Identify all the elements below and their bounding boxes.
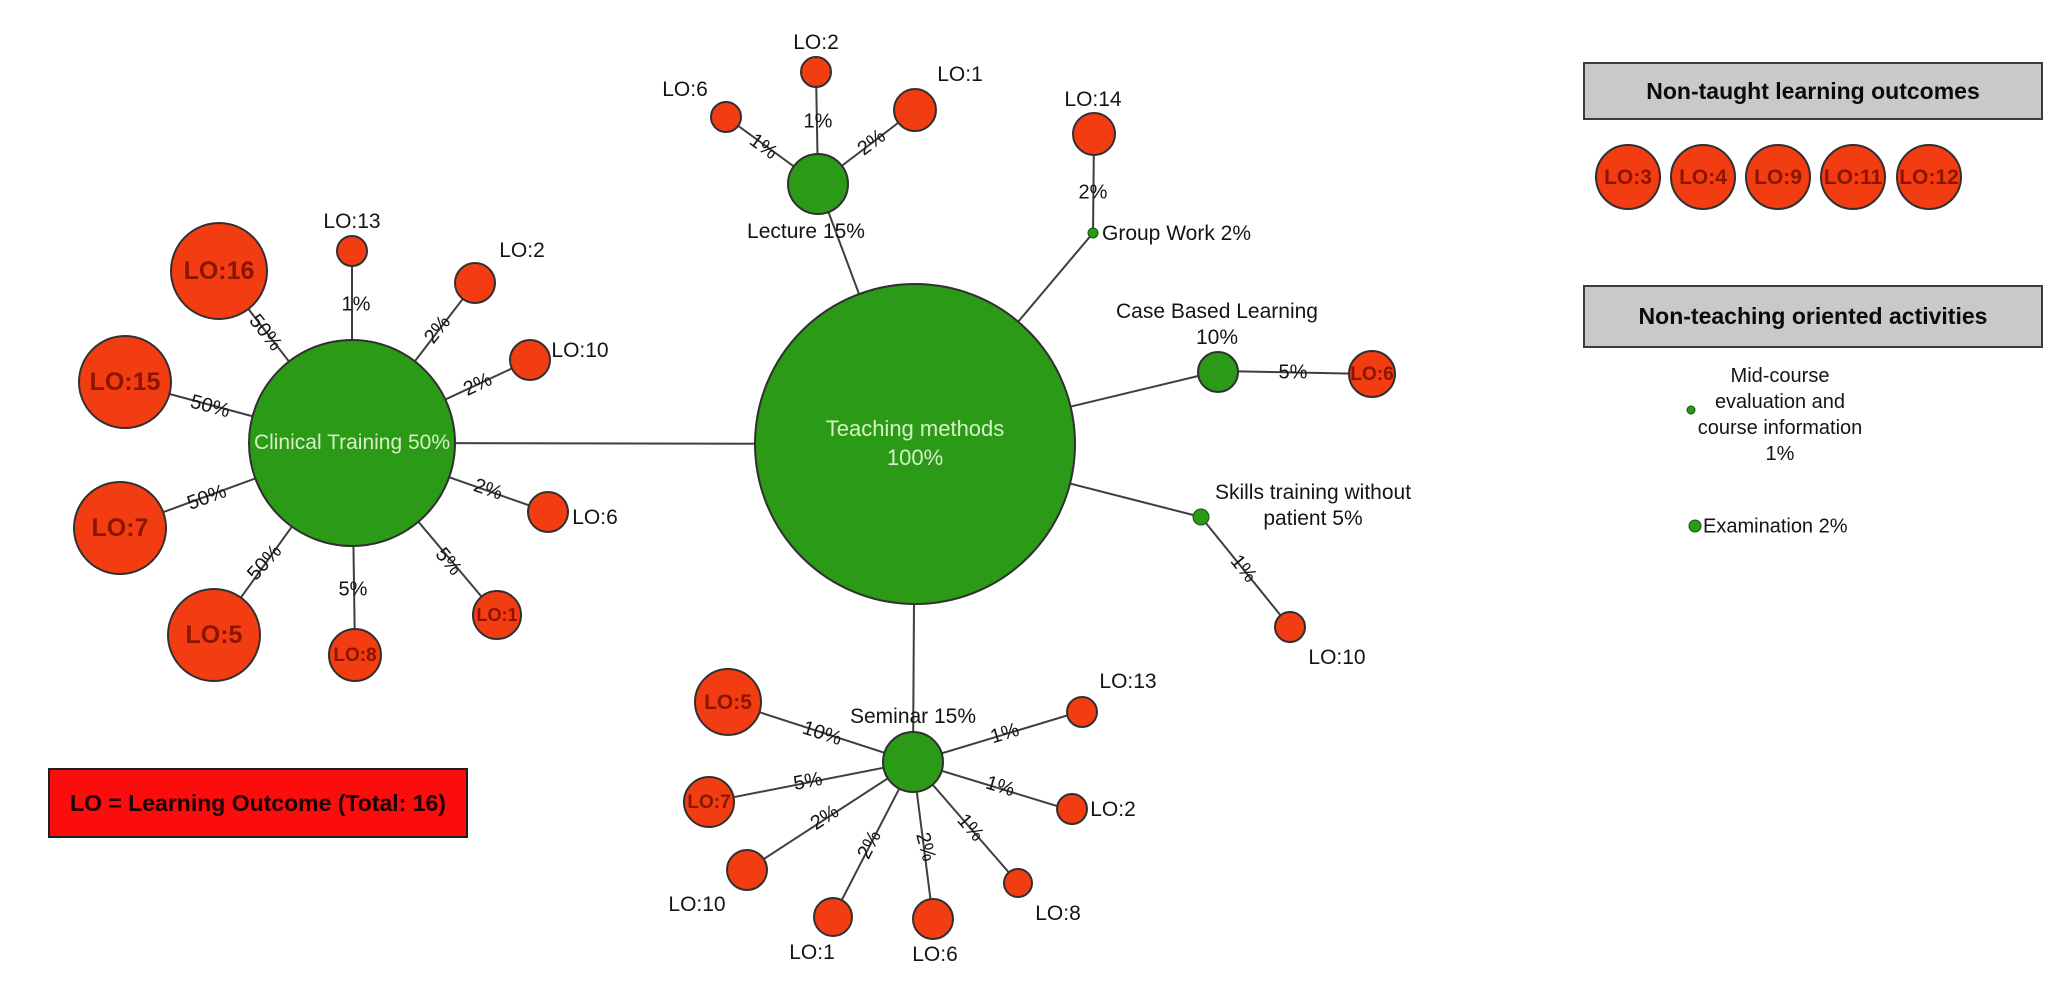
edge-label-groupwork-lo14: 2% <box>1078 181 1108 204</box>
legend-box: LO = Learning Outcome (Total: 16) <box>48 768 468 838</box>
node-nontaught-lo3: LO:3 <box>1595 144 1661 210</box>
seminar-label: Seminar 15% <box>849 705 977 728</box>
edge-label-lecture-lo2: 1% <box>803 110 833 133</box>
node-clinical-lo16: LO:16 <box>170 222 268 320</box>
teaching-methods-label: Teaching methods 100% <box>825 416 1005 470</box>
node-lecture-lo1 <box>893 88 937 132</box>
examination-label: Examination 2% <box>1703 515 1848 538</box>
non-taught-header: Non-taught learning outcomes <box>1583 62 2043 120</box>
node-skills-lo10 <box>1274 611 1306 643</box>
skills-lo10-label: LO:10 <box>1308 646 1366 669</box>
seminar-lo10-label: LO:10 <box>668 893 726 916</box>
node-clinical-lo1: LO:1 <box>472 590 522 640</box>
node-seminar-lo7: LO:7 <box>683 776 735 828</box>
legend-text: LO = Learning Outcome (Total: 16) <box>70 789 446 816</box>
node-seminar-lo5: LO:5 <box>694 668 762 736</box>
clinical-lo2-label: LO:2 <box>499 239 545 262</box>
node-clinical-lo5: LO:5 <box>167 588 261 682</box>
node-clinical-lo15: LO:15 <box>78 335 172 429</box>
node-seminar-lo2 <box>1056 793 1088 825</box>
case-based-learning-label: Case Based Learning 10% <box>1116 300 1318 349</box>
clinical-lo10-label: LO:10 <box>551 339 609 362</box>
group-work-label: Group Work 2% <box>1102 222 1251 245</box>
node-nontaught-lo9: LO:9 <box>1745 144 1811 210</box>
node-clinical-lo7: LO:7 <box>73 481 167 575</box>
edge-label-clinical-lo8: 5% <box>338 578 368 601</box>
node-casebased-lo6: LO:6 <box>1348 350 1396 398</box>
midcourse-label: Mid-course evaluation and course informa… <box>1697 365 1863 465</box>
node-clinical-lo10 <box>509 339 551 381</box>
node-clinical-training: Clinical Training 50% <box>248 339 456 547</box>
edge-label-casebased-lo6: 5% <box>1278 361 1308 384</box>
node-midcourse-dot <box>1686 405 1696 415</box>
seminar-lo13-label: LO:13 <box>1099 670 1157 693</box>
node-lecture <box>787 153 849 215</box>
node-lecture-lo2 <box>800 56 832 88</box>
skills-training-label: Skills training without patient 5% <box>1214 481 1412 530</box>
seminar-lo1-label: LO:1 <box>789 941 835 964</box>
node-clinical-lo8: LO:8 <box>328 628 382 682</box>
seminar-lo6-label: LO:6 <box>912 943 958 966</box>
node-clinical-lo13 <box>336 235 368 267</box>
node-skills-training <box>1192 508 1210 526</box>
node-seminar-lo8 <box>1003 868 1033 898</box>
lecture-lo2-label: LO:2 <box>793 31 839 54</box>
node-seminar-lo13 <box>1066 696 1098 728</box>
clinical-lo6-label: LO:6 <box>572 506 618 529</box>
node-lecture-lo6 <box>710 101 742 133</box>
node-group-work <box>1087 227 1099 239</box>
groupwork-lo14-label: LO:14 <box>1064 88 1122 111</box>
node-nontaught-lo12: LO:12 <box>1896 144 1962 210</box>
node-nontaught-lo4: LO:4 <box>1670 144 1736 210</box>
lecture-lo1-label: LO:1 <box>937 63 983 86</box>
node-seminar-lo10 <box>726 849 768 891</box>
non-teaching-header: Non-teaching oriented activities <box>1583 285 2043 348</box>
seminar-lo8-label: LO:8 <box>1035 902 1081 925</box>
clinical-training-label: Clinical Training 50% <box>253 431 451 455</box>
node-clinical-lo2 <box>454 262 496 304</box>
node-nontaught-lo11: LO:11 <box>1820 144 1886 210</box>
node-examination-dot <box>1688 519 1702 533</box>
lecture-label: Lecture 15% <box>747 220 865 243</box>
node-seminar <box>882 731 944 793</box>
node-teaching-methods: Teaching methods 100% <box>754 283 1076 605</box>
node-groupwork-lo14 <box>1072 112 1116 156</box>
edge-label-clinical-lo13: 1% <box>341 293 371 316</box>
lecture-lo6-label: LO:6 <box>662 78 708 101</box>
node-seminar-lo6 <box>912 898 954 940</box>
node-seminar-lo1 <box>813 897 853 937</box>
seminar-lo2-label: LO:2 <box>1090 798 1136 821</box>
clinical-lo13-label: LO:13 <box>323 210 381 233</box>
node-clinical-lo6 <box>527 491 569 533</box>
node-case-based-learning <box>1197 351 1239 393</box>
